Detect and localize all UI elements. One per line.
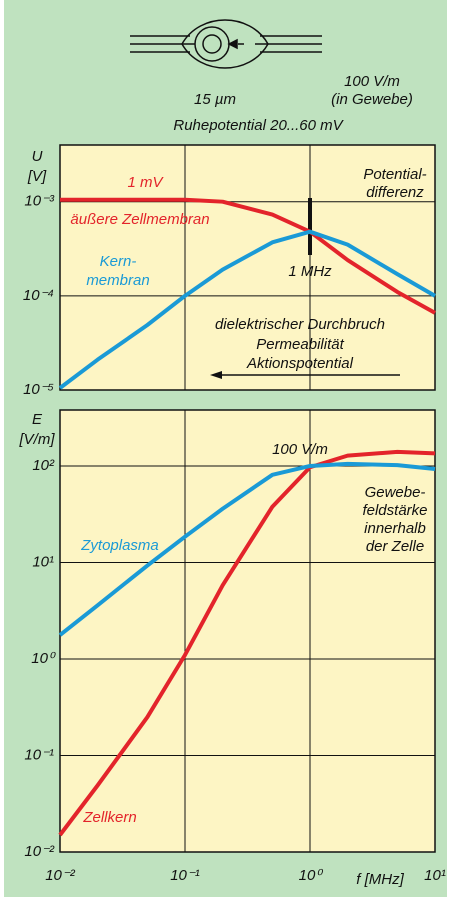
- field-label: (in Gewebe): [331, 91, 413, 108]
- y-tick-label: 10¹: [32, 553, 54, 570]
- y-tick-label: 10⁰: [31, 650, 56, 667]
- annotation: Permeabilität: [256, 336, 344, 353]
- y-tick-label: 10²: [32, 457, 55, 474]
- x-axis-label: f [MHz]: [356, 871, 404, 888]
- y-tick-label: 10⁻⁴: [23, 287, 54, 304]
- size-label: 15 µm: [194, 91, 236, 108]
- series-line: [58, 461, 436, 637]
- series-label: membran: [86, 272, 149, 289]
- annotation: Gewebe-: [365, 484, 426, 501]
- annotation: dielektrischer Durchbruch: [215, 316, 385, 333]
- series-label: Zellkern: [82, 809, 136, 826]
- series-line: [60, 197, 436, 315]
- annotation: 1 MHz: [288, 263, 332, 280]
- annotation: 100 V/m: [272, 441, 328, 458]
- field-label: 100 V/m: [344, 73, 400, 90]
- y-axis-label: E: [32, 411, 43, 428]
- annotation: der Zelle: [366, 538, 424, 555]
- y-axis-label: U: [32, 148, 43, 165]
- y-axis-label: [V/m]: [18, 431, 55, 448]
- annotation: innerhalb: [364, 520, 426, 537]
- x-tick-label: 10⁰: [299, 867, 324, 884]
- y-tick-label: 10⁻³: [24, 193, 55, 210]
- series-label: Zytoplasma: [80, 537, 159, 554]
- annotation: feldstärke: [362, 502, 427, 519]
- plot-area: [59, 144, 436, 391]
- cell-drawing: [130, 19, 322, 69]
- y-tick-label: 10⁻¹: [24, 746, 54, 763]
- y-axis-label: [V]: [27, 168, 47, 185]
- annotation: 1 mV: [127, 174, 164, 191]
- x-tick-label: 10⁻¹: [170, 867, 200, 884]
- rest-potential: Ruhepotential 20...60 mV: [173, 117, 344, 134]
- plot-area: [59, 409, 436, 853]
- series-label: Kern-: [100, 253, 137, 270]
- x-tick-label: 10¹: [424, 867, 446, 884]
- arrow-head: [210, 371, 222, 379]
- series-line: [58, 449, 436, 837]
- series-label: äußere Zellmembran: [70, 211, 209, 228]
- y-tick-label: 10⁻²: [24, 843, 55, 860]
- annotation: differenz: [366, 184, 424, 201]
- annotation: Potential-: [363, 166, 426, 183]
- series-line: [58, 229, 436, 390]
- y-tick-label: 10⁻⁵: [23, 381, 54, 398]
- x-tick-label: 10⁻²: [45, 867, 76, 884]
- annotation: Aktionspotential: [246, 355, 354, 372]
